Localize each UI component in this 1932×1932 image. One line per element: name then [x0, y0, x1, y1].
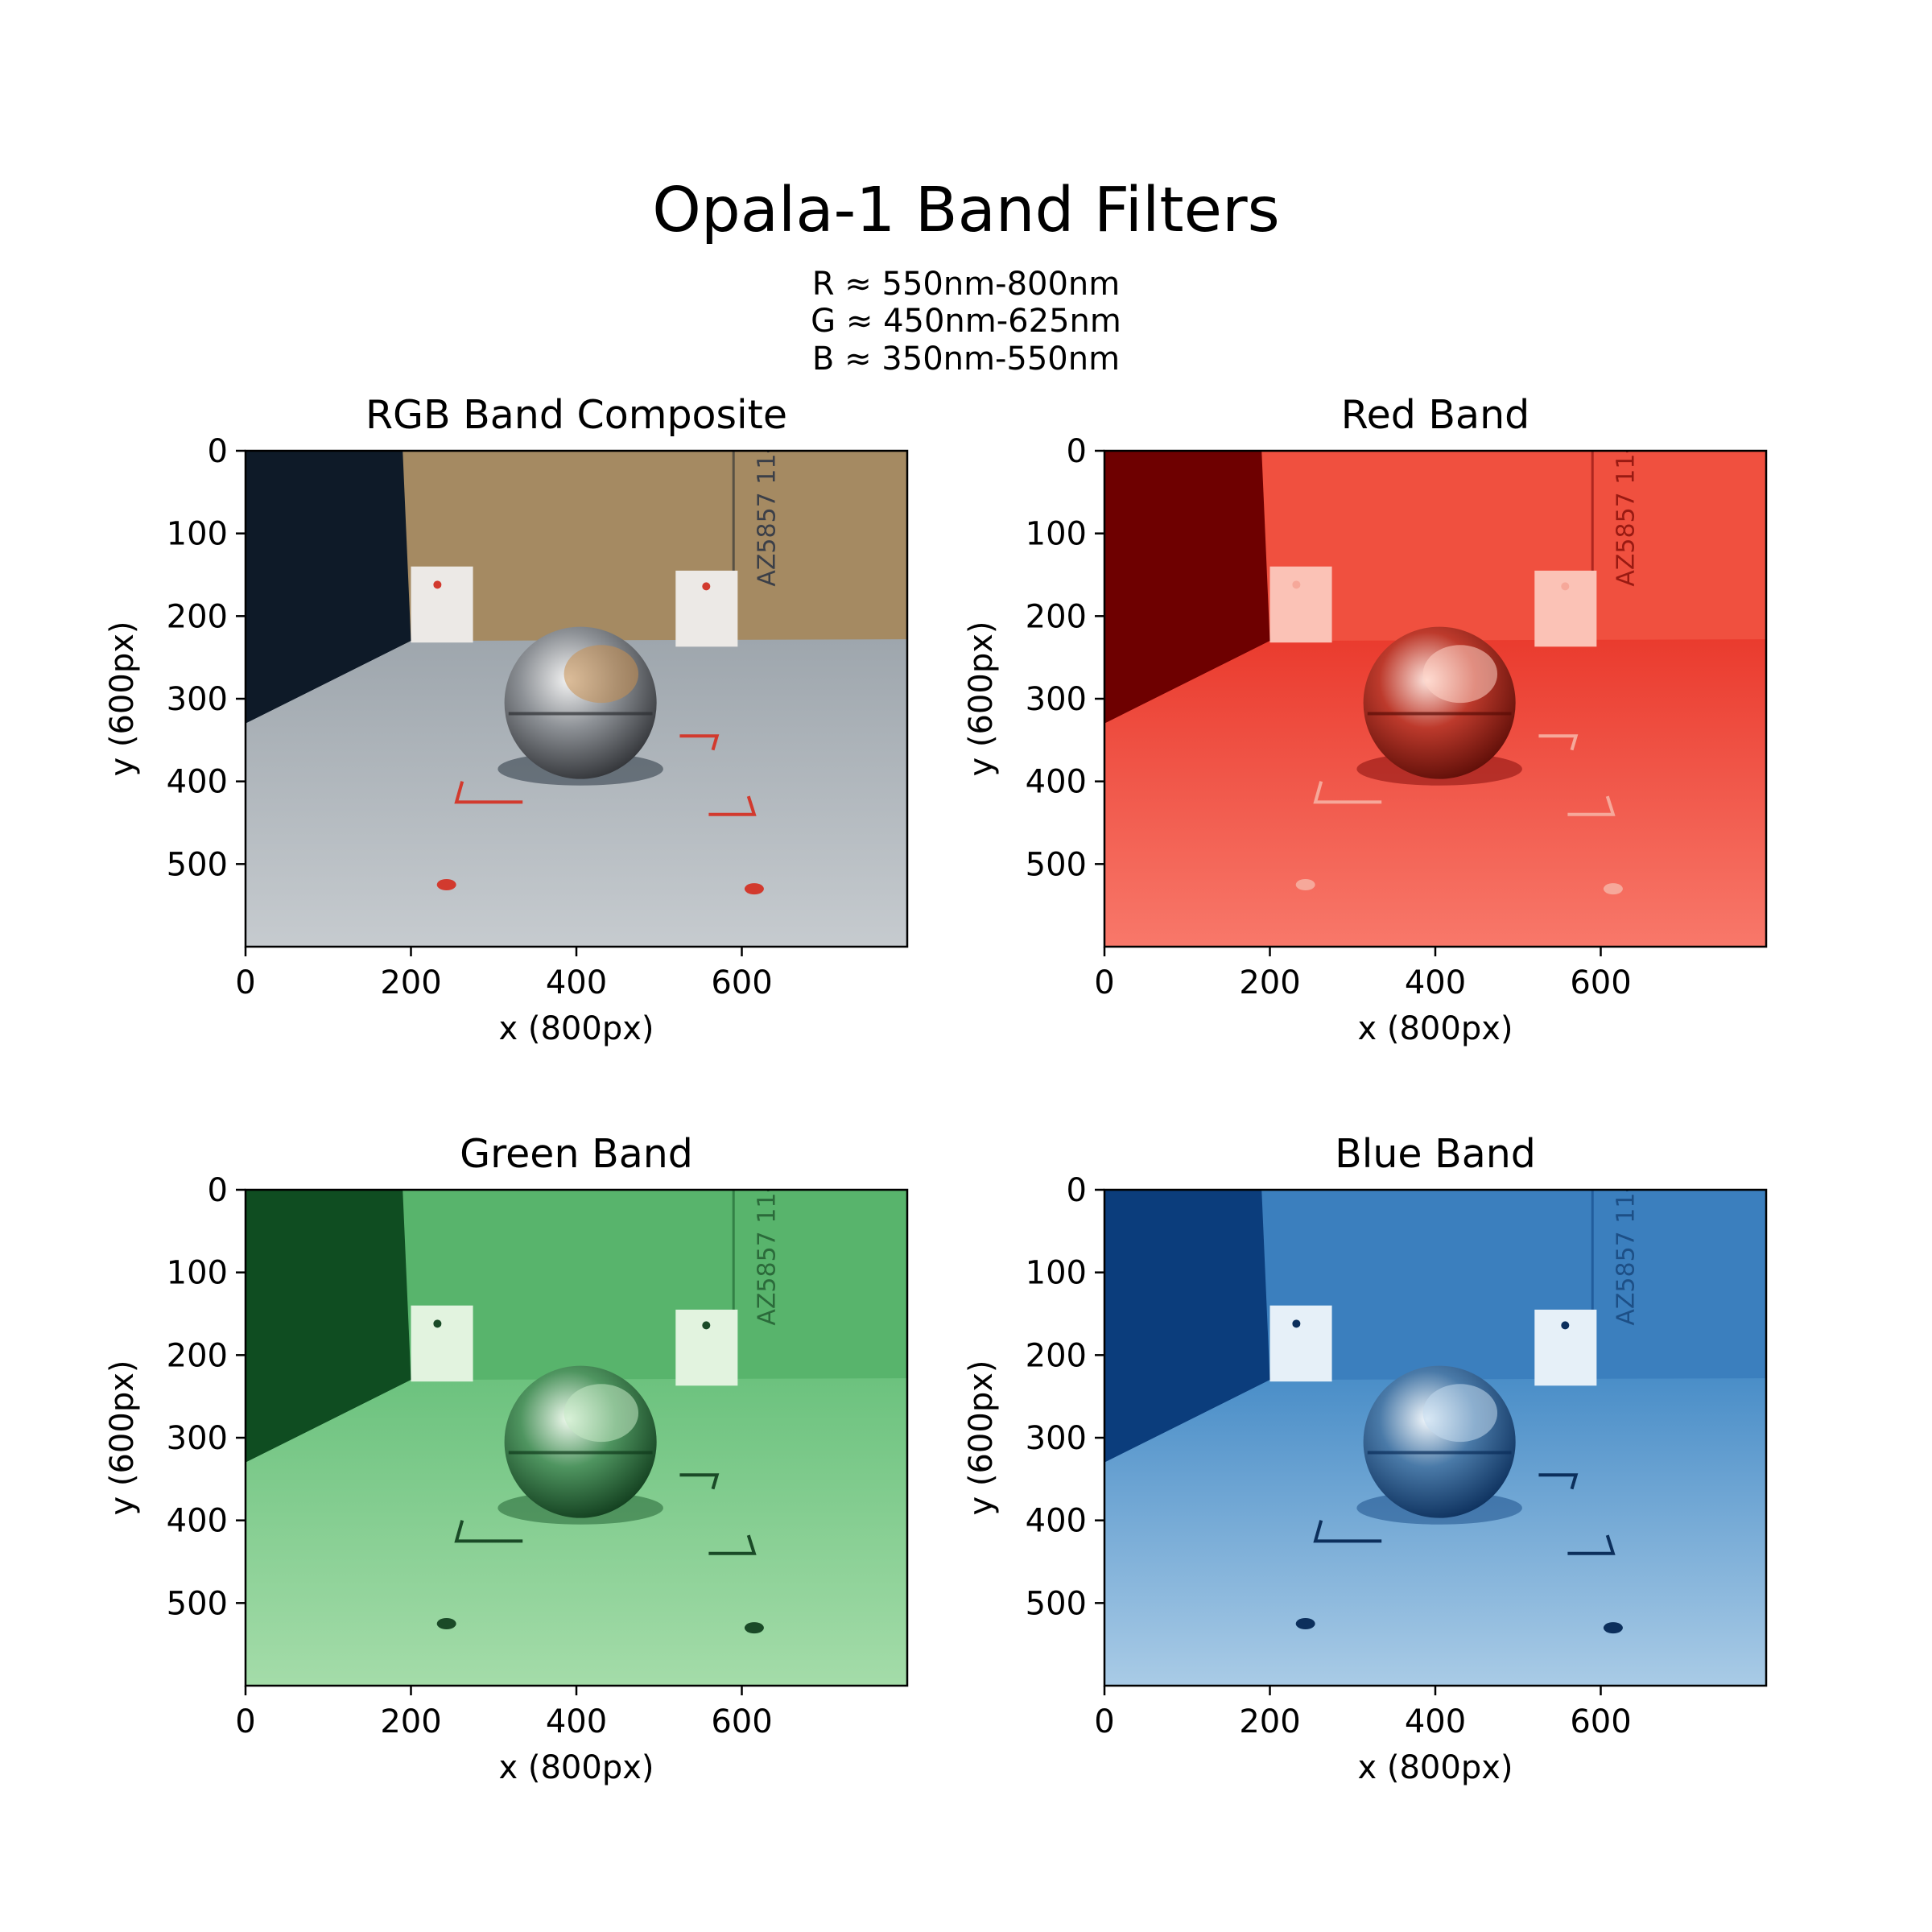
chrome-sphere [504, 1365, 657, 1518]
x-tick-label: 400 [546, 964, 607, 1001]
y-tick-label: 500 [167, 846, 228, 883]
x-tick-label: 600 [1570, 964, 1631, 1001]
box-label-text: AZ5857 11-52 [753, 1154, 782, 1326]
chrome-sphere [1363, 1365, 1516, 1518]
y-tick-label: 100 [1026, 516, 1087, 553]
chrome-sphere [1363, 626, 1516, 779]
y-tick-label: 500 [167, 1585, 228, 1622]
y-tick-label: 300 [167, 681, 228, 718]
y-tick-label: 200 [167, 598, 228, 635]
y-axis-label: y (600px) [104, 1360, 141, 1515]
y-axis-label: y (600px) [963, 1360, 1000, 1515]
box-label-text: AZ5857 11-52 [1612, 415, 1641, 587]
y-axis-label: y (600px) [963, 621, 1000, 776]
x-tick-label: 400 [546, 1703, 607, 1740]
y-tick-label: 0 [1067, 1172, 1087, 1209]
x-tick-label: 0 [1094, 1703, 1114, 1740]
x-tick-label: 0 [1094, 964, 1114, 1001]
panel-red: Red Band AZ5857 11-52 0 200 400 600 0 100 200 300… [963, 392, 1768, 1047]
band-range-blue: B ≈ 350nm-550nm [812, 341, 1120, 378]
band-image: AZ5857 11-52 [246, 415, 907, 947]
panel-title: Red Band [1341, 392, 1530, 438]
y-tick-label: 100 [1026, 1255, 1087, 1292]
panel-title: Green Band [460, 1131, 693, 1177]
band-image: AZ5857 11-52 [246, 1154, 907, 1686]
y-tick-label: 500 [1026, 1585, 1087, 1622]
box-label-text: AZ5857 11-52 [753, 415, 782, 587]
y-tick-label: 400 [1026, 764, 1087, 801]
x-tick-label: 0 [235, 964, 255, 1001]
x-tick-label: 200 [1239, 964, 1300, 1001]
y-tick-label: 200 [1026, 598, 1087, 635]
x-tick-label: 200 [380, 1703, 441, 1740]
y-tick-label: 500 [1026, 846, 1087, 883]
panel-green: Green Band AZ5857 11-52 0 200 400 600 0 100 200 3… [104, 1131, 909, 1786]
y-tick-label: 400 [167, 764, 228, 801]
x-tick-label: 400 [1405, 964, 1466, 1001]
x-axis-label: x (800px) [1357, 1010, 1513, 1047]
y-tick-label: 300 [1026, 681, 1087, 718]
chrome-sphere [504, 626, 657, 779]
y-tick-label: 400 [167, 1503, 228, 1540]
x-tick-label: 0 [235, 1703, 255, 1740]
x-axis-label: x (800px) [498, 1010, 654, 1047]
band-range-green: G ≈ 450nm-625nm [811, 303, 1121, 340]
y-tick-label: 100 [167, 1255, 228, 1292]
x-axis-label: x (800px) [498, 1749, 654, 1786]
x-tick-label: 200 [380, 964, 441, 1001]
y-tick-label: 300 [1026, 1420, 1087, 1457]
panel-blue: Blue Band AZ5857 11-52 0 200 400 600 0 100 200 30… [963, 1131, 1768, 1786]
y-tick-label: 400 [1026, 1503, 1087, 1540]
x-tick-label: 600 [711, 964, 772, 1001]
y-tick-label: 200 [167, 1337, 228, 1374]
figure-title: Opala-1 Band Filters [652, 175, 1279, 246]
band-range-red: R ≈ 550nm-800nm [812, 266, 1121, 303]
y-axis-label: y (600px) [104, 621, 141, 776]
x-tick-label: 200 [1239, 1703, 1300, 1740]
x-tick-label: 400 [1405, 1703, 1466, 1740]
y-tick-label: 300 [167, 1420, 228, 1457]
x-axis-label: x (800px) [1357, 1749, 1513, 1786]
y-tick-label: 100 [167, 516, 228, 553]
panel-title: Blue Band [1335, 1131, 1536, 1177]
band-image: AZ5857 11-52 [1104, 1154, 1766, 1686]
x-tick-label: 600 [1570, 1703, 1631, 1740]
panel-title: RGB Band Composite [365, 392, 787, 438]
y-tick-label: 200 [1026, 1337, 1087, 1374]
y-tick-label: 0 [208, 1172, 228, 1209]
band-image: AZ5857 11-52 [1104, 415, 1766, 947]
x-tick-label: 600 [711, 1703, 772, 1740]
y-tick-label: 0 [1067, 433, 1087, 470]
box-label-text: AZ5857 11-52 [1612, 1154, 1641, 1326]
y-tick-label: 0 [208, 433, 228, 470]
